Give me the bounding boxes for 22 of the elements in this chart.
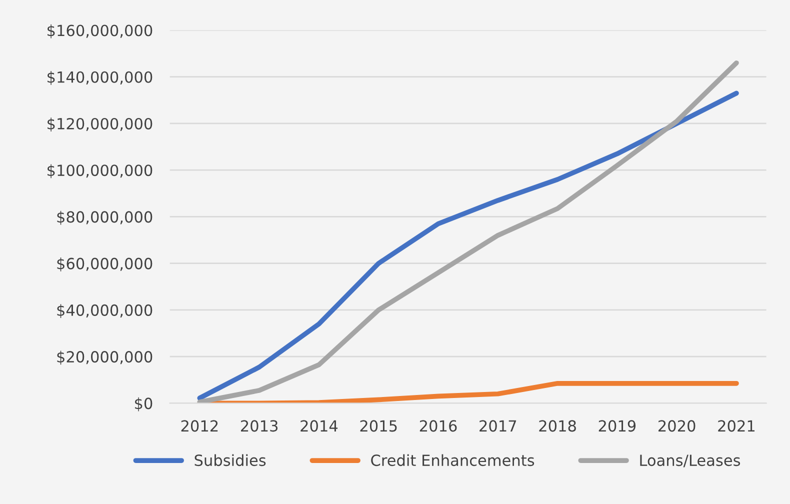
x-tick-label: 2015 [360, 420, 397, 432]
y-tick-label: $60,000,000 [57, 258, 152, 272]
x-tick-label: 2016 [420, 420, 457, 432]
x-tick-label: 2018 [539, 420, 576, 432]
x-tick-label: 2014 [300, 420, 338, 432]
y-tick-label: $40,000,000 [57, 304, 152, 318]
x-tick-label: 2012 [181, 420, 218, 432]
y-tick-label: $0 [135, 397, 152, 412]
legend-label: Credit Enhancements [371, 454, 534, 466]
legend-label: Subsidies [194, 454, 266, 466]
y-tick-label: $20,000,000 [57, 350, 152, 365]
x-tick-label: 2013 [240, 420, 278, 432]
y-tick-label: $140,000,000 [48, 71, 152, 85]
x-tick-label: 2019 [598, 420, 636, 432]
y-tick-label: $120,000,000 [48, 118, 152, 132]
legend-label: Loans/Leases [640, 454, 740, 468]
y-tick-label: $80,000,000 [57, 210, 152, 225]
y-tick-label: $160,000,000 [48, 24, 152, 38]
x-tick-label: 2017 [480, 420, 516, 432]
x-tick-label: 2020 [658, 420, 696, 432]
x-tick-label: 2021 [718, 420, 755, 432]
y-tick-label: $100,000,000 [48, 164, 152, 178]
